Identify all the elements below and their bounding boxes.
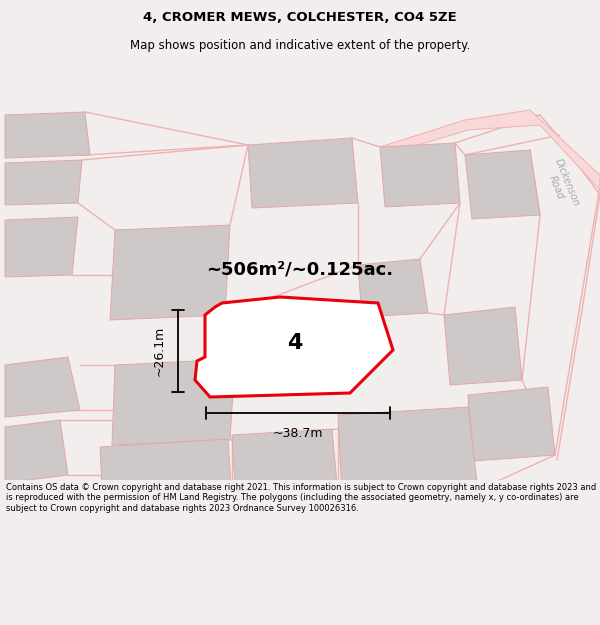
Polygon shape [444, 307, 522, 385]
Text: ~26.1m: ~26.1m [153, 326, 166, 376]
Polygon shape [110, 225, 230, 320]
Polygon shape [465, 150, 540, 219]
Text: Map shows position and indicative extent of the property.: Map shows position and indicative extent… [130, 39, 470, 51]
Polygon shape [5, 483, 87, 533]
Polygon shape [5, 217, 78, 277]
Polygon shape [5, 420, 68, 483]
Polygon shape [380, 143, 460, 207]
Polygon shape [5, 112, 90, 158]
Text: ~38.7m: ~38.7m [273, 427, 323, 440]
Polygon shape [338, 407, 478, 495]
Text: ~506m²/~0.125ac.: ~506m²/~0.125ac. [206, 261, 394, 279]
Polygon shape [468, 387, 555, 461]
Text: 4: 4 [287, 333, 302, 353]
Polygon shape [358, 259, 428, 317]
Text: Dickenson
Road: Dickenson Road [542, 158, 581, 212]
Polygon shape [195, 297, 393, 397]
Polygon shape [5, 357, 80, 417]
Polygon shape [5, 160, 82, 205]
Text: 4, CROMER MEWS, COLCHESTER, CO4 5ZE: 4, CROMER MEWS, COLCHESTER, CO4 5ZE [143, 11, 457, 24]
Polygon shape [232, 429, 338, 500]
Polygon shape [100, 439, 232, 507]
Polygon shape [248, 138, 358, 208]
Text: Contains OS data © Crown copyright and database right 2021. This information is : Contains OS data © Crown copyright and d… [6, 483, 596, 512]
Polygon shape [380, 110, 600, 190]
Polygon shape [112, 359, 235, 445]
